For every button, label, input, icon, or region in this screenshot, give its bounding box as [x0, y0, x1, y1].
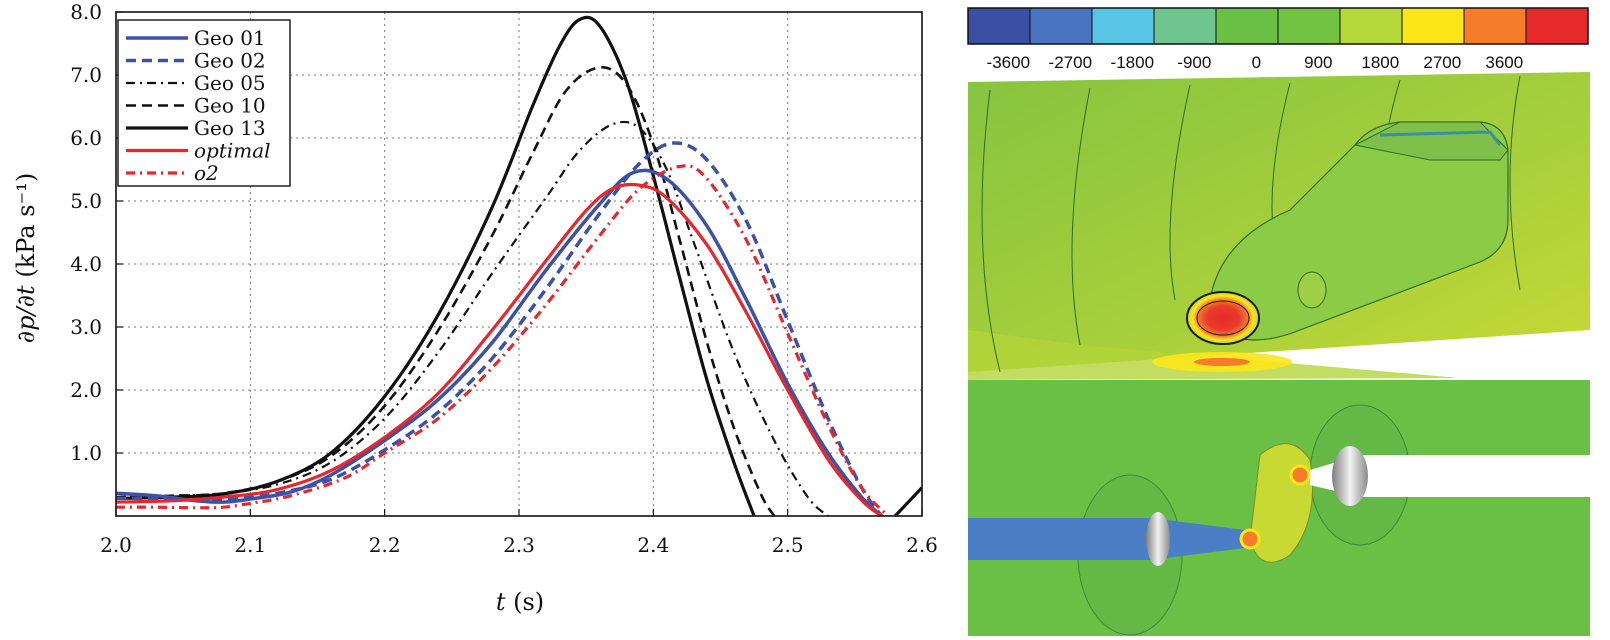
x-axis-title: t (s) — [496, 588, 544, 616]
y-axis-unit: (kPa s⁻¹) — [12, 173, 40, 286]
y-tick-label: 7.0 — [70, 63, 102, 87]
colorbar-cell — [1525, 7, 1589, 45]
legend-label: Geo 01 — [194, 26, 266, 50]
colorbar-label: 3600 — [1485, 53, 1523, 72]
train-slice-right — [1332, 446, 1368, 506]
legend-label: Geo 10 — [194, 94, 266, 118]
x-tick-label: 2.6 — [906, 533, 938, 557]
train-window — [1297, 271, 1327, 309]
colorbar-label: -1800 — [1111, 53, 1154, 72]
y-tick-label: 2.0 — [70, 378, 102, 402]
contour-line — [1509, 75, 1521, 291]
legend-label: Geo 13 — [194, 116, 266, 140]
x-tick-label: 2.0 — [100, 533, 132, 557]
cfd-pressure-visualization: -3600 -2700 -1800 -900 0 900 1800 2700 3600 — [967, 7, 1590, 636]
y-tick-label: 3.0 — [70, 315, 102, 339]
slice-view — [968, 380, 1590, 636]
series-line-geo-10 — [116, 66, 776, 516]
series-line-optimal — [116, 182, 883, 516]
series-line-geo-05 — [116, 120, 829, 516]
roof-edge — [1379, 130, 1502, 146]
x-tick-label: 2.3 — [503, 533, 535, 557]
pressure-hotspot — [1289, 464, 1311, 486]
hotspot-contour — [1196, 300, 1250, 336]
series-line-continuation — [893, 486, 922, 516]
x-tick-label: 2.1 — [234, 533, 266, 557]
y-tick-label: 4.0 — [70, 252, 102, 276]
contour-line — [1169, 84, 1191, 301]
tunnel-3d-view — [968, 72, 1590, 380]
legend-label: optimal — [194, 139, 271, 163]
tick-labels: 2.0 2.1 2.2 2.3 2.4 2.5 2.6 1.0 2.0 3.0 4.0 5.0 6.0 7… — [70, 0, 938, 557]
x-tick-label: 2.4 — [637, 533, 669, 557]
floor-pressure-core — [1194, 358, 1250, 366]
colorbar-label: -2700 — [1049, 53, 1092, 72]
svg-text:t (s): t (s) — [496, 588, 544, 616]
colorbar-cell — [1463, 7, 1527, 45]
colorbar-label: 1800 — [1361, 53, 1399, 72]
colorbar-frame — [967, 7, 1589, 45]
train-body — [1209, 121, 1509, 341]
colorbar-label: -3600 — [987, 53, 1030, 72]
colorbar-cell — [1215, 7, 1279, 45]
pressure-hotspot — [1239, 528, 1261, 550]
colorbar-label: 0 — [1252, 53, 1261, 72]
colorbar: -3600 -2700 -1800 -900 0 900 1800 2700 3600 — [967, 7, 1589, 72]
series-line-geo-02 — [116, 141, 884, 516]
y-axis-title: ∂p/∂t (kPa s⁻¹) — [12, 173, 40, 343]
legend-label: o2 — [194, 161, 219, 185]
series-lines — [116, 15, 922, 516]
colorbar-label: -900 — [1177, 53, 1211, 72]
legend-label: Geo 05 — [194, 71, 266, 95]
y-axis-variable: ∂p/∂t — [12, 285, 40, 343]
colorbar-label: 2700 — [1423, 53, 1461, 72]
legend-label: Geo 02 — [194, 49, 266, 73]
tunnel-floor — [968, 330, 1460, 380]
colorbar-cell — [1339, 7, 1403, 45]
contour-line — [981, 89, 1001, 373]
y-tick-label: 1.0 — [70, 441, 102, 465]
x-axis-unit: (s) — [505, 588, 544, 616]
svg-text:∂p/∂t (kPa s⁻¹): ∂p/∂t (kPa s⁻¹) — [12, 173, 40, 343]
colorbar-label: 900 — [1304, 53, 1332, 72]
tunnel-opening — [1310, 455, 1590, 497]
train-slice-left — [1146, 512, 1170, 566]
y-tick-label: 6.0 — [70, 126, 102, 150]
cut-plane-gap — [1460, 330, 1590, 378]
x-tick-label: 2.5 — [772, 533, 804, 557]
colorbar-cell — [1091, 7, 1155, 45]
contour-line — [1071, 87, 1091, 346]
colorbar-cell — [1029, 7, 1093, 45]
pressure-hotspot — [1186, 291, 1260, 345]
y-tick-label: 8.0 — [70, 0, 102, 24]
x-axis-variable: t — [496, 588, 506, 616]
colorbar-cell — [1277, 7, 1341, 45]
series-line-o2 — [116, 164, 890, 516]
colorbar-cell — [1153, 7, 1217, 45]
colorbar-cell — [967, 7, 1031, 45]
y-tick-label: 5.0 — [70, 189, 102, 213]
x-tick-label: 2.2 — [369, 533, 401, 557]
pressure-derivative-chart: 2.0 2.1 2.2 2.3 2.4 2.5 2.6 1.0 2.0 3.0 4.0 5.0 6.0 7… — [12, 0, 938, 616]
negative-pressure-tunnel — [968, 518, 1245, 560]
colorbar-cell — [1401, 7, 1465, 45]
legend-box — [117, 19, 291, 187]
series-line-geo-01 — [116, 168, 883, 516]
